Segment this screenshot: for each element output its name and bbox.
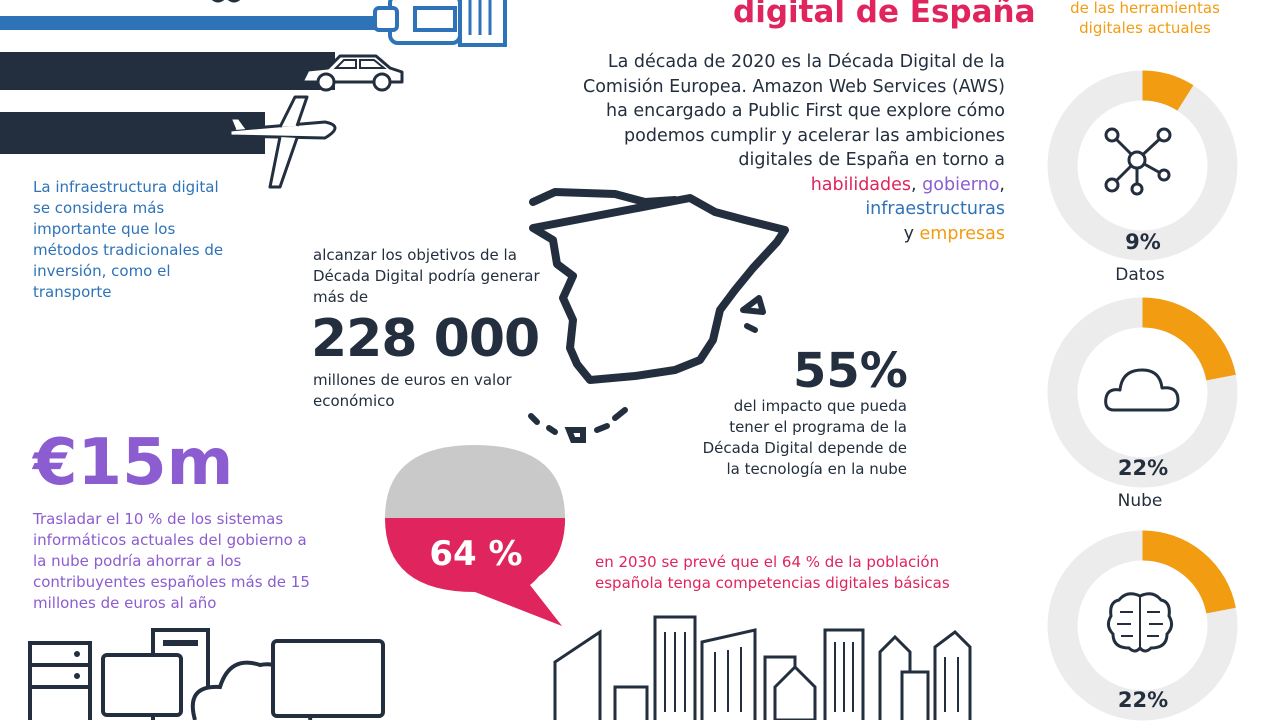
spain-map-icon [528,188,789,443]
skills-text: en 2030 se prevé que el 64 % de la pobla… [595,553,950,592]
donut-nube-pct: 22% [1117,456,1169,480]
right-heading: de las herramientas digitales actuales [1070,0,1220,37]
donut-datos [1047,70,1238,261]
donut-nube [1047,297,1238,488]
intro-gobierno: gobierno [922,174,1000,195]
donut-nube-label: Nube [1117,491,1163,511]
savings-value: €15m [33,426,234,500]
stripe-plane [0,112,265,154]
devices-illustration [28,628,385,720]
donut-datos-pct: 9% [1125,230,1161,254]
donut-ai-pct: 22% [1117,688,1169,712]
wave-icon [211,0,241,3]
intro-comma-2: , [999,174,1005,195]
airplane-icon [227,95,337,189]
skills-value: 64 % [429,534,523,574]
cloud-impact-value: 55% [793,343,908,399]
intro-comma-1: , [911,174,923,195]
stripe-cable [0,16,400,30]
stripe-car [0,52,335,90]
intro-text: La década de 2020 es la Década Digital d… [582,52,1005,170]
economic-tail: millones de euros en valor económico [313,371,512,410]
infra-note: La infraestructura digital se considera … [33,178,224,301]
savings-text: Trasladar el 10 % de los sistemas inform… [33,510,310,612]
city-skyline-illustration [553,615,972,720]
network-icon [1104,127,1172,196]
ethernet-cable-icon [373,0,507,47]
brain-icon [1106,592,1174,653]
cloud-impact-text: del impacto que pueda tener el programa … [702,397,907,478]
donut-ai [1047,530,1238,721]
cloud-icon [1104,368,1180,412]
economic-lead: alcanzar los objetivos de la Década Digi… [313,246,540,306]
intro-y: y [903,223,920,244]
skills-bubble [385,445,565,626]
car-icon [301,54,404,92]
intro-empresas: empresas [919,223,1005,244]
economic-value: 228 000 [311,309,540,369]
headline: digital de España [733,0,1036,30]
intro-paragraph: La década de 2020 es la Década Digital d… [575,50,1005,246]
donut-datos-label: Datos [1115,265,1165,285]
intro-habilidades: habilidades [810,174,912,195]
intro-infraestructuras: infraestructuras [865,199,1005,219]
